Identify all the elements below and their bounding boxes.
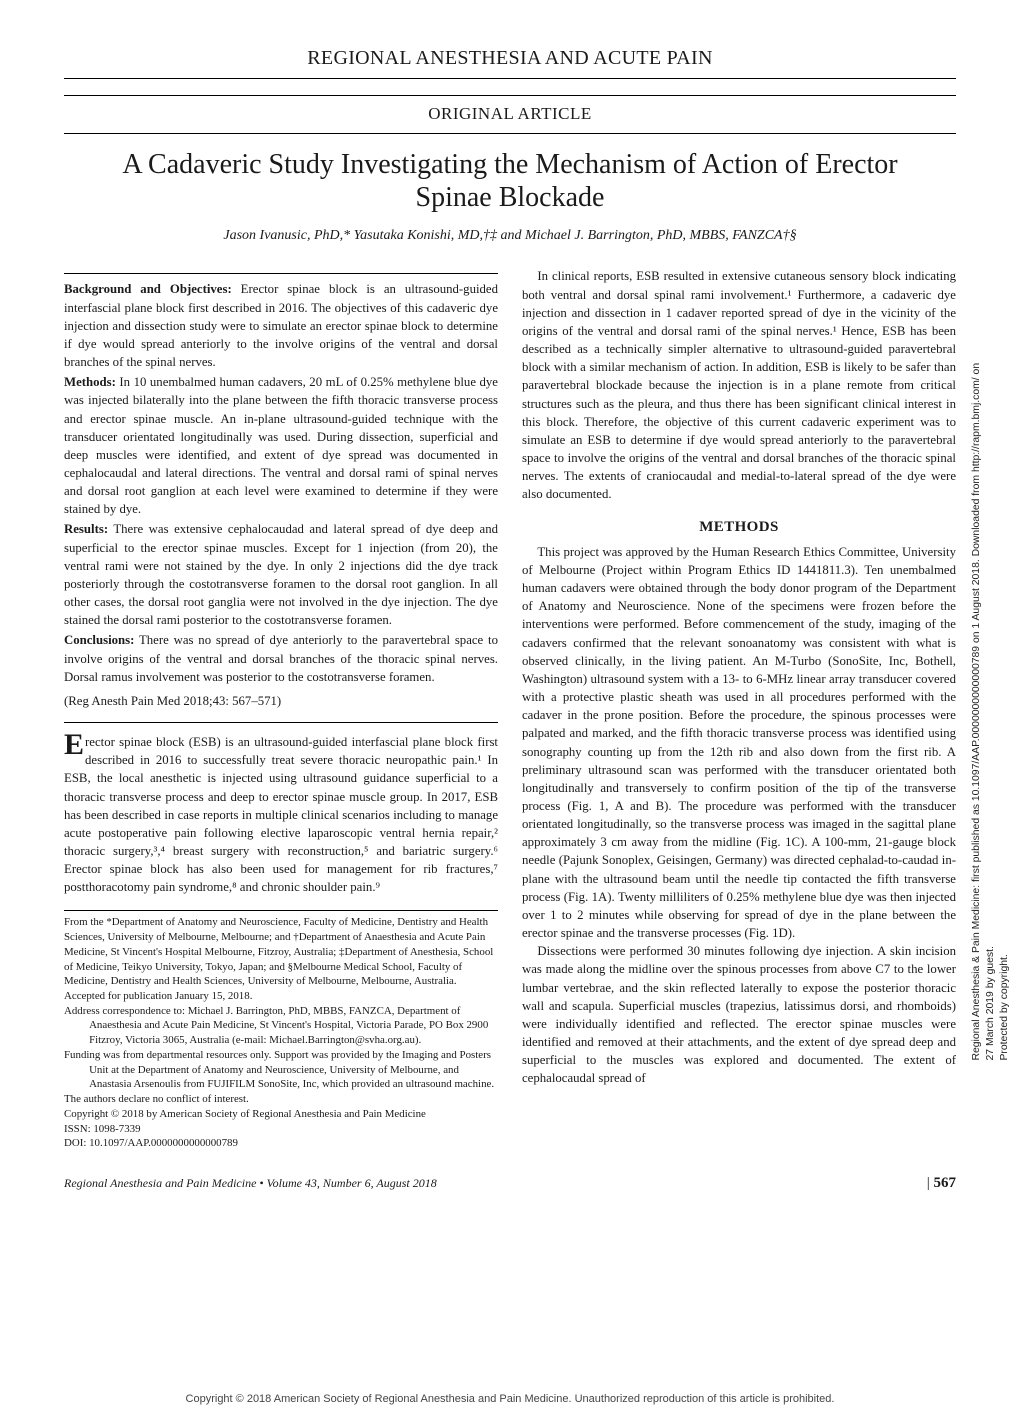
right-column: In clinical reports, ESB resulted in ext…: [522, 267, 956, 1151]
article-title: A Cadaveric Study Investigating the Mech…: [104, 148, 916, 214]
footer-page-value: 567: [934, 1175, 957, 1191]
two-column-body: Background and Objectives: Erector spina…: [64, 267, 956, 1151]
abstract-conclusions: Conclusions: There was no spread of dye …: [64, 631, 498, 685]
footer-page-number: | 567: [927, 1173, 956, 1194]
body-paragraph-3: This project was approved by the Human R…: [522, 543, 956, 942]
body-paragraph-intro: Erector spinae block (ESB) is an ultraso…: [64, 733, 498, 896]
footnote-funding: Funding was from departmental resources …: [64, 1048, 498, 1092]
footnote-correspondence: Address correspondence to: Michael J. Ba…: [64, 1004, 498, 1048]
footer-page-prefix: |: [927, 1175, 934, 1191]
running-head: REGIONAL ANESTHESIA AND ACUTE PAIN: [64, 44, 956, 79]
footnotes: From the *Department of Anatomy and Neur…: [64, 910, 498, 1151]
abstract-results: Results: There was extensive cephalocaud…: [64, 520, 498, 629]
left-column: Background and Objectives: Erector spina…: [64, 267, 498, 1151]
abstract-results-label: Results:: [64, 522, 108, 536]
abstract-results-text: There was extensive cephalocaudad and la…: [64, 522, 498, 627]
citation: (Reg Anesth Pain Med 2018;43: 567–571): [64, 692, 498, 710]
authors: Jason Ivanusic, PhD,* Yasutaka Konishi, …: [64, 226, 956, 246]
page-footer: Regional Anesthesia and Pain Medicine • …: [64, 1173, 956, 1194]
footnote-coi: The authors declare no conflict of inter…: [64, 1092, 498, 1107]
methods-heading: METHODS: [522, 517, 956, 538]
page-container: REGIONAL ANESTHESIA AND ACUTE PAIN ORIGI…: [0, 0, 1020, 1214]
abstract: Background and Objectives: Erector spina…: [64, 280, 498, 685]
abstract-methods: Methods: In 10 unembalmed human cadavers…: [64, 373, 498, 518]
body-paragraph-2: In clinical reports, ESB resulted in ext…: [522, 267, 956, 503]
abstract-background: Background and Objectives: Erector spina…: [64, 280, 498, 371]
abstract-top-rule: [64, 273, 498, 274]
side-download-info: Regional Anesthesia & Pain Medicine: fir…: [970, 354, 1012, 1061]
footnote-issn: ISSN: 1098-7339: [64, 1122, 498, 1137]
abstract-bottom-rule: [64, 722, 498, 723]
article-type: ORIGINAL ARTICLE: [64, 95, 956, 133]
abstract-methods-label: Methods:: [64, 375, 116, 389]
abstract-methods-text: In 10 unembalmed human cadavers, 20 mL o…: [64, 375, 498, 516]
abstract-conclusions-label: Conclusions:: [64, 633, 134, 647]
footnote-affiliations: From the *Department of Anatomy and Neur…: [64, 915, 498, 989]
footnote-copyright: Copyright © 2018 by American Society of …: [64, 1107, 498, 1122]
footnote-accepted: Accepted for publication January 15, 201…: [64, 989, 498, 1004]
body-paragraph-4: Dissections were performed 30 minutes fo…: [522, 942, 956, 1087]
copyright-bar: Copyright © 2018 American Society of Reg…: [0, 1392, 1020, 1408]
footer-journal-info: Regional Anesthesia and Pain Medicine • …: [64, 1175, 437, 1192]
abstract-background-label: Background and Objectives:: [64, 282, 232, 296]
footnote-doi: DOI: 10.1097/AAP.0000000000000789: [64, 1136, 498, 1151]
